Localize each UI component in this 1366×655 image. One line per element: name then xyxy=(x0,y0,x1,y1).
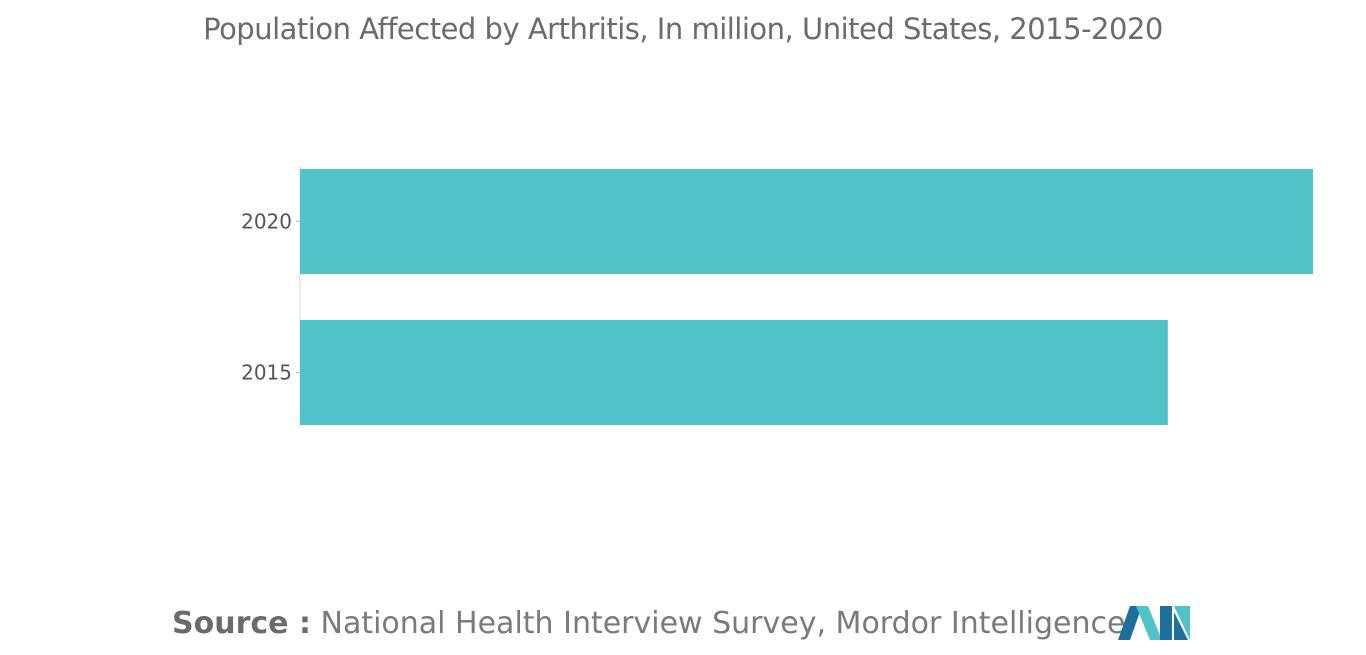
y-tick-label: 2020 xyxy=(241,210,292,234)
source-note: Source : National Health Interview Surve… xyxy=(172,606,1125,641)
bar-chart: 2020 2015 xyxy=(241,166,1313,428)
y-tick-label: 2015 xyxy=(241,361,292,385)
chart-title: Population Affected by Arthritis, In mil… xyxy=(203,12,1163,46)
mordor-intelligence-logo-icon xyxy=(1118,606,1190,640)
bar-2020 xyxy=(300,169,1313,274)
source-label: Source : xyxy=(172,606,311,641)
source-text: National Health Interview Survey, Mordor… xyxy=(320,606,1126,641)
bar-2015 xyxy=(300,320,1168,425)
